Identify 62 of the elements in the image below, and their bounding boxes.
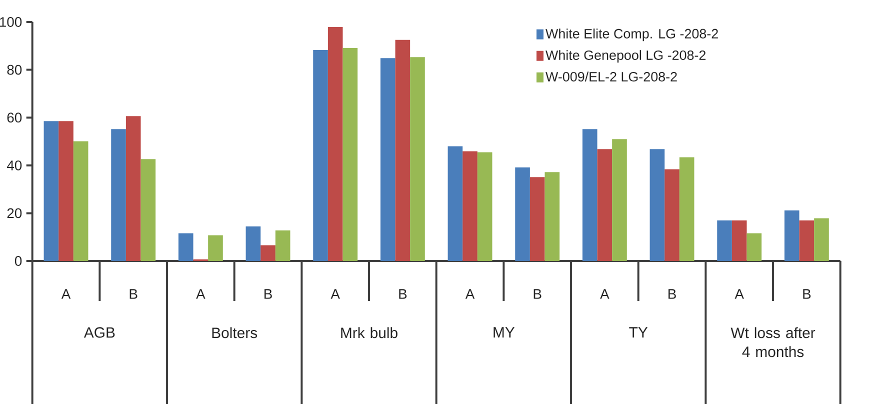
bar [515,167,530,261]
x-tick-label: B [130,289,138,299]
y-tick-label: 100 [0,17,22,27]
x-tick-label: A [465,289,475,299]
x-tick-label: B [264,289,272,299]
bar [448,146,463,261]
bar [530,177,545,261]
y-tick-label: 20 [7,208,22,218]
bar [395,40,410,261]
legend-label: White Elite Comp. LG -208-2 [546,28,718,42]
legend-label: W-009/EL-2 LG-208-2 [546,72,677,82]
bar [208,235,223,261]
y-tick-label: 80 [7,64,22,75]
bar [650,149,665,261]
x-tick-label: A [600,289,610,299]
text: AGB [84,327,115,338]
x-tick-label: A [61,289,71,299]
legend-label: White Genepool LG -208-2 [546,50,706,63]
y-tick-label: 60 [7,112,22,123]
y-tick-label: 40 [6,160,22,170]
bar [544,172,560,261]
bar [477,152,492,261]
text: TY [629,327,648,338]
bar [313,50,328,261]
bar [462,151,478,261]
x-tick-label: B [534,289,542,299]
text: Mrk bulb [341,327,398,338]
x-tick-label: B [399,289,407,299]
bar [342,48,358,261]
x-tick-label: A [734,289,744,299]
x-tick-label: B [668,289,676,299]
bar [799,220,814,261]
bar [58,121,74,261]
bar [328,27,343,261]
x-tick-label: A [196,289,206,299]
y-tick-label: 0 [14,256,22,266]
bar [140,159,156,261]
bar [717,220,732,261]
text: MY [494,327,515,338]
bar [126,116,141,261]
bar [679,157,694,261]
bar [380,58,396,261]
bar [664,169,680,261]
bar [582,129,598,261]
bar [44,121,59,261]
bar [73,141,88,261]
x-tick-label: B [803,289,811,299]
bar [612,139,627,261]
text: Bolters [212,327,258,338]
bar [275,230,290,261]
bar [178,233,194,261]
bar [746,233,762,261]
text: Wt loss after 4 months [730,327,816,358]
bar [246,226,261,261]
bar [814,218,829,261]
bar [111,129,126,261]
bar [732,220,747,261]
bar [784,210,800,261]
bar [410,57,425,261]
bar [597,149,612,261]
x-tick-label: A [330,289,340,299]
bar [260,245,276,261]
